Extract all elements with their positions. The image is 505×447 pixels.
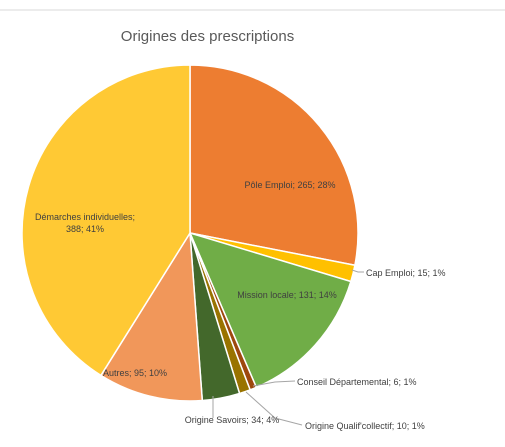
pie-slice bbox=[21, 64, 191, 377]
data-label: Origine Savoirs; 34; 4% bbox=[184, 415, 280, 425]
data-label: Conseil Départemental; 6; 1% bbox=[297, 377, 417, 387]
data-label: Pôle Emploi; 265; 28% bbox=[244, 180, 336, 190]
pie-slice bbox=[189, 64, 359, 267]
data-label: Origine Qualif'collectif; 10; 1% bbox=[305, 421, 425, 431]
leader-line bbox=[245, 391, 303, 426]
data-label: Cap Emploi; 15; 1% bbox=[366, 268, 446, 278]
chart-title: Origines des prescriptions bbox=[120, 28, 295, 45]
data-label: Mission locale; 131; 14% bbox=[237, 290, 337, 300]
pie-slice bbox=[99, 230, 204, 402]
data-label: Autres; 95; 10% bbox=[102, 368, 168, 378]
leader-line bbox=[351, 269, 364, 273]
leader-line bbox=[252, 380, 296, 387]
pie-slice bbox=[188, 231, 352, 389]
data-label: Démarches individuelles; 388; 41% bbox=[34, 212, 136, 234]
